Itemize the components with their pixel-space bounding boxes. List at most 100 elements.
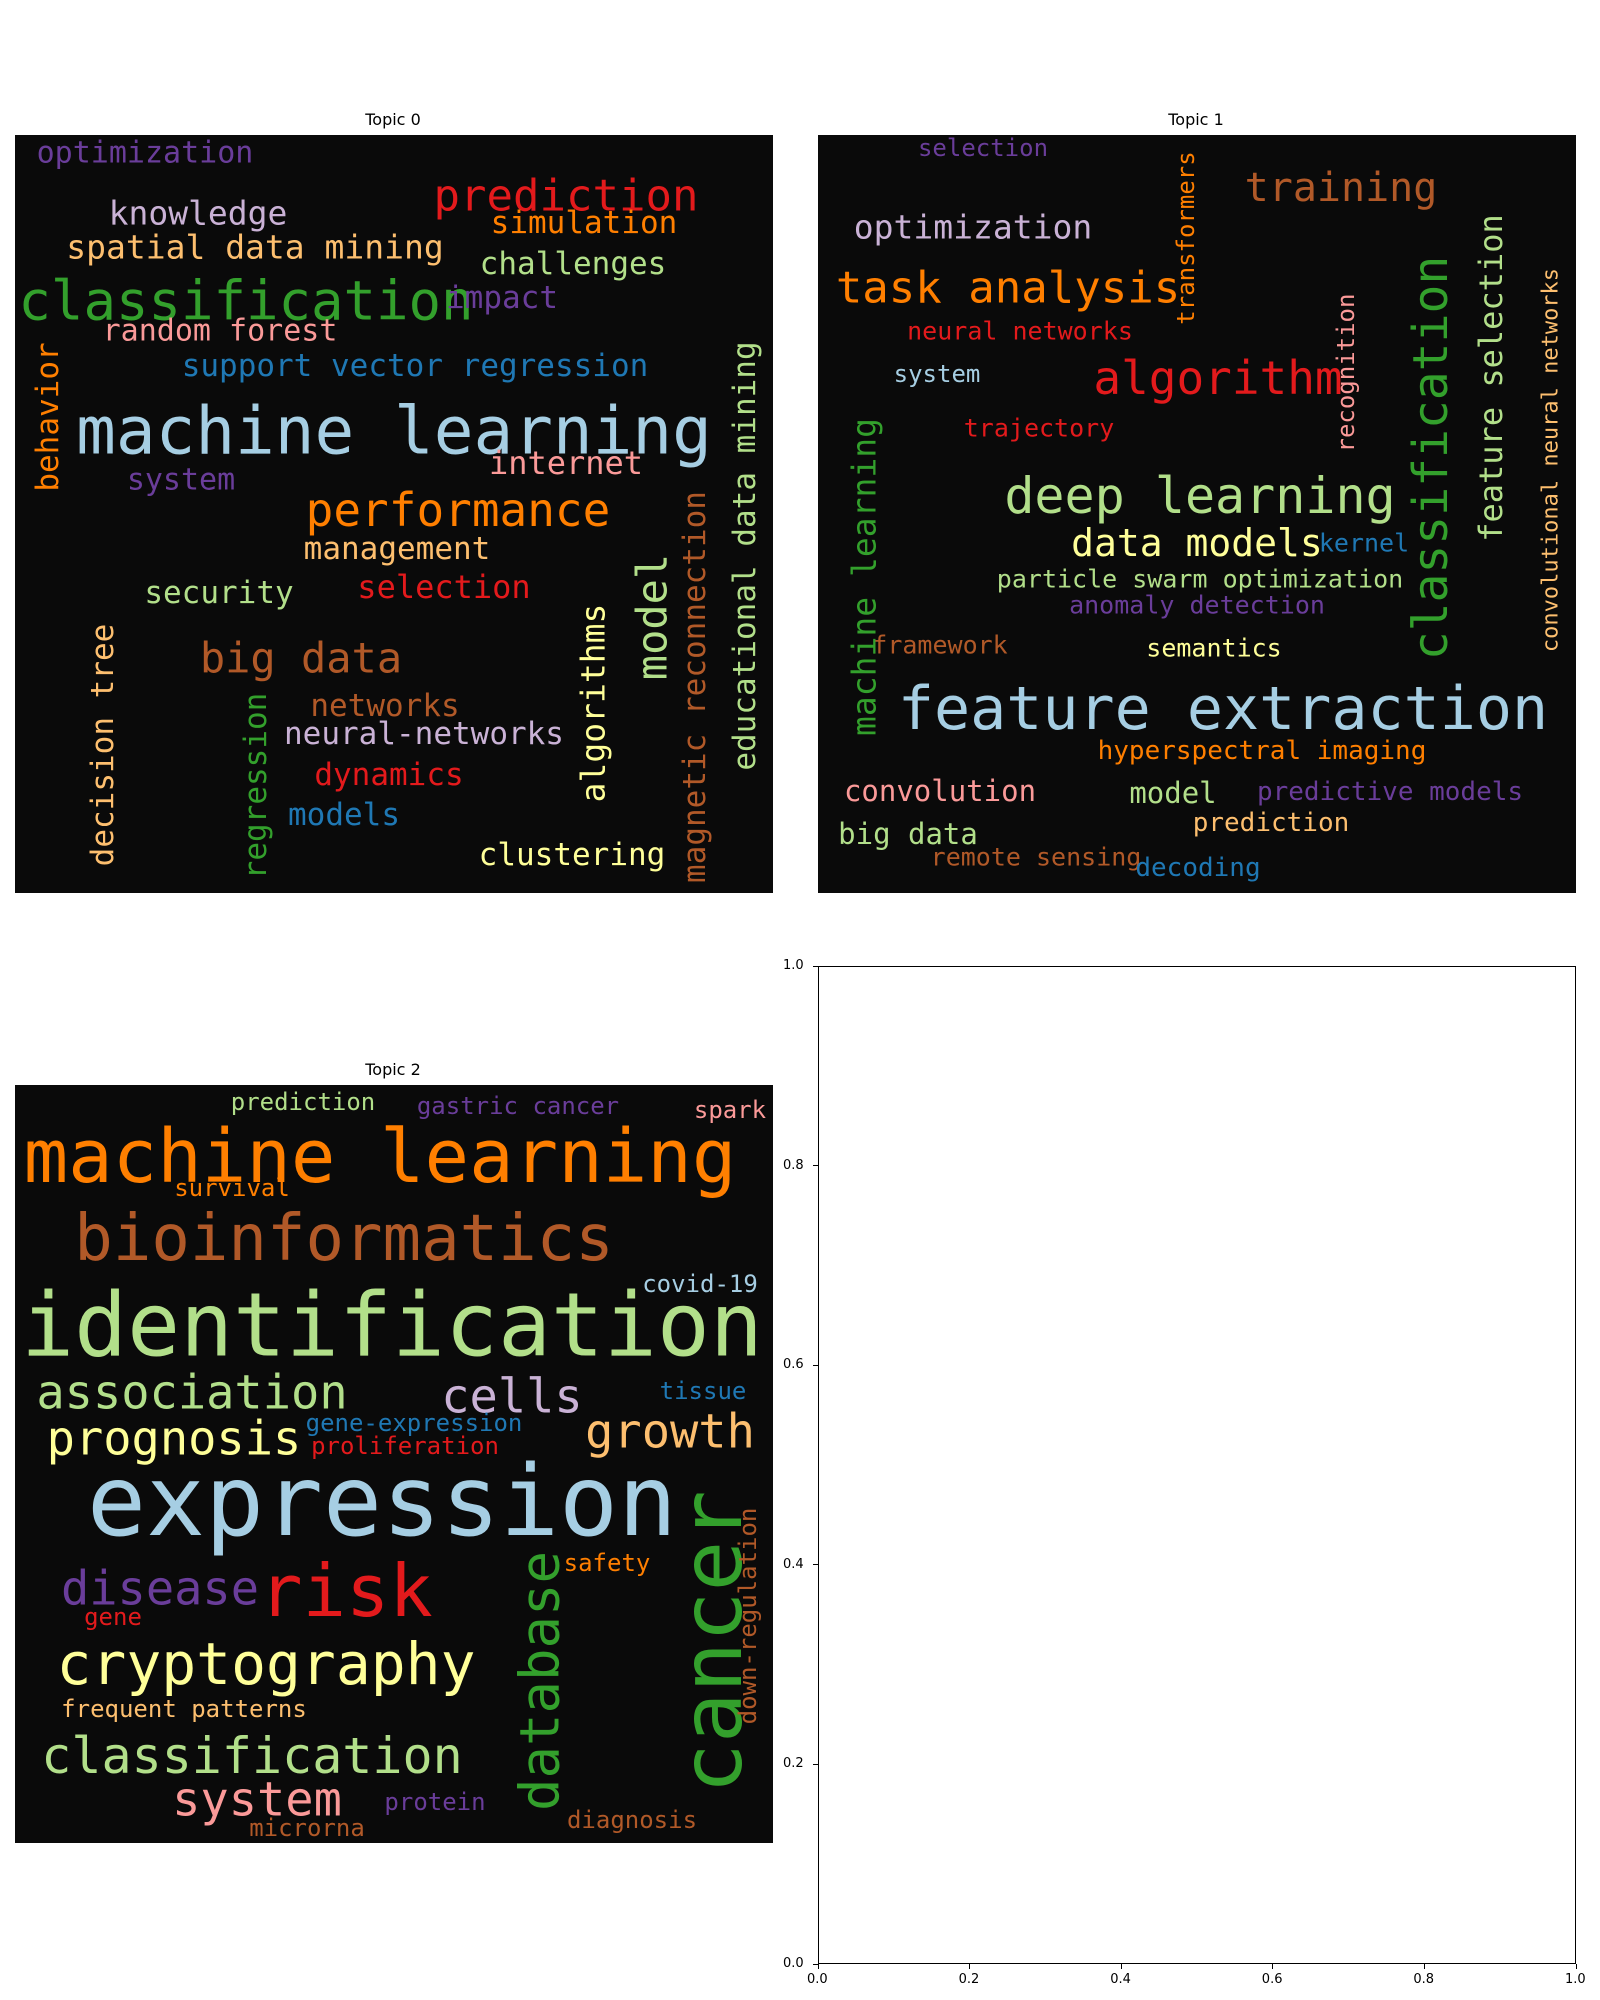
topic-1-word-25: recognition [1332, 294, 1360, 453]
y-tick-label: 0.2 [783, 1756, 804, 1772]
topic-2-word-15: expression [87, 1445, 677, 1559]
x-tick-mark [1272, 1964, 1274, 1969]
y-tick-mark [813, 1165, 818, 1167]
topic-1-word-4: neural networks [907, 317, 1133, 346]
x-tick-mark [1120, 1964, 1122, 1969]
topic-2-word-24: protein [384, 1788, 485, 1816]
topic-0-word-16: selection [357, 568, 530, 606]
topic-0-word-27: model [628, 554, 677, 680]
topic-1-word-8: deep learning [1004, 467, 1395, 525]
x-tick-label: 0.2 [958, 1972, 980, 1987]
topic-1-wordcloud: selection training optimization task analys… [818, 135, 1576, 893]
topic-1-word-20: prediction [1193, 808, 1350, 838]
topic-0-word-11: internet [489, 444, 643, 482]
topic-2-word-27: database [509, 1551, 572, 1811]
topic-2-word-5: bioinformatics [74, 1202, 613, 1276]
topic-2-word-21: frequent patterns [61, 1695, 307, 1723]
x-tick-label: 1.0 [1565, 1972, 1586, 1987]
topic-2-word-28: cancer [663, 1490, 761, 1793]
topic-0-word-5: challenges [480, 246, 667, 282]
topic-2-word-7: identification [21, 1274, 763, 1377]
topic-1-word-9: data models [1071, 521, 1323, 565]
topic-2-word-18: safety [564, 1549, 651, 1577]
topic-1-word-13: framework [872, 631, 1007, 660]
topic-2-word-29: down-regulation [734, 1508, 762, 1725]
topic-0-word-1: prediction [434, 171, 699, 222]
y-tick-label: 0.0 [783, 1956, 804, 1971]
topic-0-word-19: neural-networks [284, 716, 564, 752]
topic-2-word-22: classification [41, 1727, 462, 1785]
topic-1-word-29: convolutional neural networks [1539, 268, 1564, 652]
topic-1-word-26: machine learning [845, 418, 884, 736]
y-tick-mark [813, 965, 818, 967]
topic-1-word-19: predictive models [1257, 777, 1523, 807]
topic-0-word-20: dynamics [314, 757, 463, 793]
topic-0-title: Topic 0 [365, 110, 421, 129]
topic-2-word-8: association [36, 1366, 347, 1421]
topic-1-word-21: big data [838, 817, 978, 851]
x-tick-mark [969, 1964, 971, 1969]
topic-2-word-20: cryptography [56, 1630, 475, 1698]
topic-0-word-21: models [288, 797, 400, 833]
topic-1-title: Topic 1 [1168, 110, 1224, 129]
topic-0-word-9: support vector regression [182, 348, 649, 384]
topic-0-word-29: educational data mining [727, 341, 763, 770]
topic-2-title: Topic 2 [365, 1060, 421, 1079]
topic-0-svg: optimization prediction knowledge simulatio… [18, 136, 763, 883]
topic-1-word-28: feature selection [1472, 214, 1510, 542]
x-tick-mark [1575, 1964, 1577, 1969]
topic-1-word-3: task analysis [836, 263, 1180, 314]
topic-2-word-19: gene [84, 1603, 142, 1631]
topic-2-word-2: spark [694, 1096, 767, 1124]
topic-0-word-28: magnetic reconnection [677, 491, 713, 883]
topic-2-word-12: gene-expression [306, 1409, 523, 1437]
topic-2-word-26: microrna [249, 1814, 365, 1842]
y-tick-mark [813, 1564, 818, 1566]
topic-0-word-23: behavior [30, 342, 66, 491]
topic-2-wordcloud: prediction gastric cancer spark machine lea… [15, 1085, 773, 1843]
topic-1-word-10: kernel [1319, 529, 1409, 558]
topic-0-word-10: machine learning [76, 393, 712, 470]
topic-0-word-18: networks [310, 688, 459, 724]
topic-2-word-9: cells [441, 1370, 582, 1425]
topic-0-word-4: spatial data mining [66, 228, 444, 267]
topic-2-word-17: risk [259, 1549, 432, 1633]
topic-2-word-14: growth [585, 1405, 755, 1460]
x-tick-label: 0.8 [1413, 1972, 1435, 1987]
topic-0-word-25: regression [238, 693, 274, 880]
topic-0-word-13: performance [306, 483, 611, 537]
x-tick-label: 0.0 [807, 1972, 828, 1987]
topic-2-word-25: diagnosis [567, 1806, 697, 1834]
topic-1-word-0: selection [918, 135, 1048, 162]
topic-1-svg: selection training optimization task analys… [836, 135, 1564, 883]
y-tick-mark [813, 1763, 818, 1765]
topic-2-word-1: gastric cancer [417, 1092, 619, 1120]
topic-1-word-17: convolution [844, 774, 1036, 808]
topic-1-word-11: particle swarm optimization [997, 565, 1403, 594]
topic-1-word-1: training [1245, 165, 1438, 211]
topic-1-word-23: decoding [1135, 853, 1260, 883]
topic-1-word-12: anomaly detection [1069, 591, 1325, 620]
topic-0-word-24: decision tree [85, 624, 121, 867]
topic-1-word-5: system [894, 360, 981, 388]
topic-2-word-0: prediction [231, 1088, 376, 1116]
topic-0-word-17: big data [200, 634, 402, 683]
y-tick-label: 0.6 [783, 1357, 804, 1373]
topic-1-word-7: trajectory [964, 414, 1115, 443]
topic-0-word-22: clustering [479, 837, 666, 873]
y-tick-mark [813, 1963, 818, 1965]
topic-1-word-22: remote sensing [931, 843, 1142, 872]
x-tick-label: 0.4 [1110, 1972, 1131, 1987]
topic-1-word-2: optimization [854, 208, 1092, 247]
topic-0-word-2: knowledge [109, 194, 288, 233]
topic-0-word-15: security [144, 575, 293, 611]
topic-2-word-6: covid-19 [642, 1270, 758, 1298]
topic-1-word-24: transformers [1172, 151, 1200, 324]
topic-2-word-13: proliferation [311, 1432, 499, 1460]
topic-2-word-11: prognosis [47, 1412, 302, 1467]
topic-1-word-16: hyperspectral imaging [1098, 736, 1427, 766]
y-tick-mark [813, 1364, 818, 1366]
topic-1-word-27: classification [1403, 256, 1459, 661]
topic-1-word-18: model [1129, 776, 1216, 810]
topic-0-word-12: system [127, 463, 235, 498]
